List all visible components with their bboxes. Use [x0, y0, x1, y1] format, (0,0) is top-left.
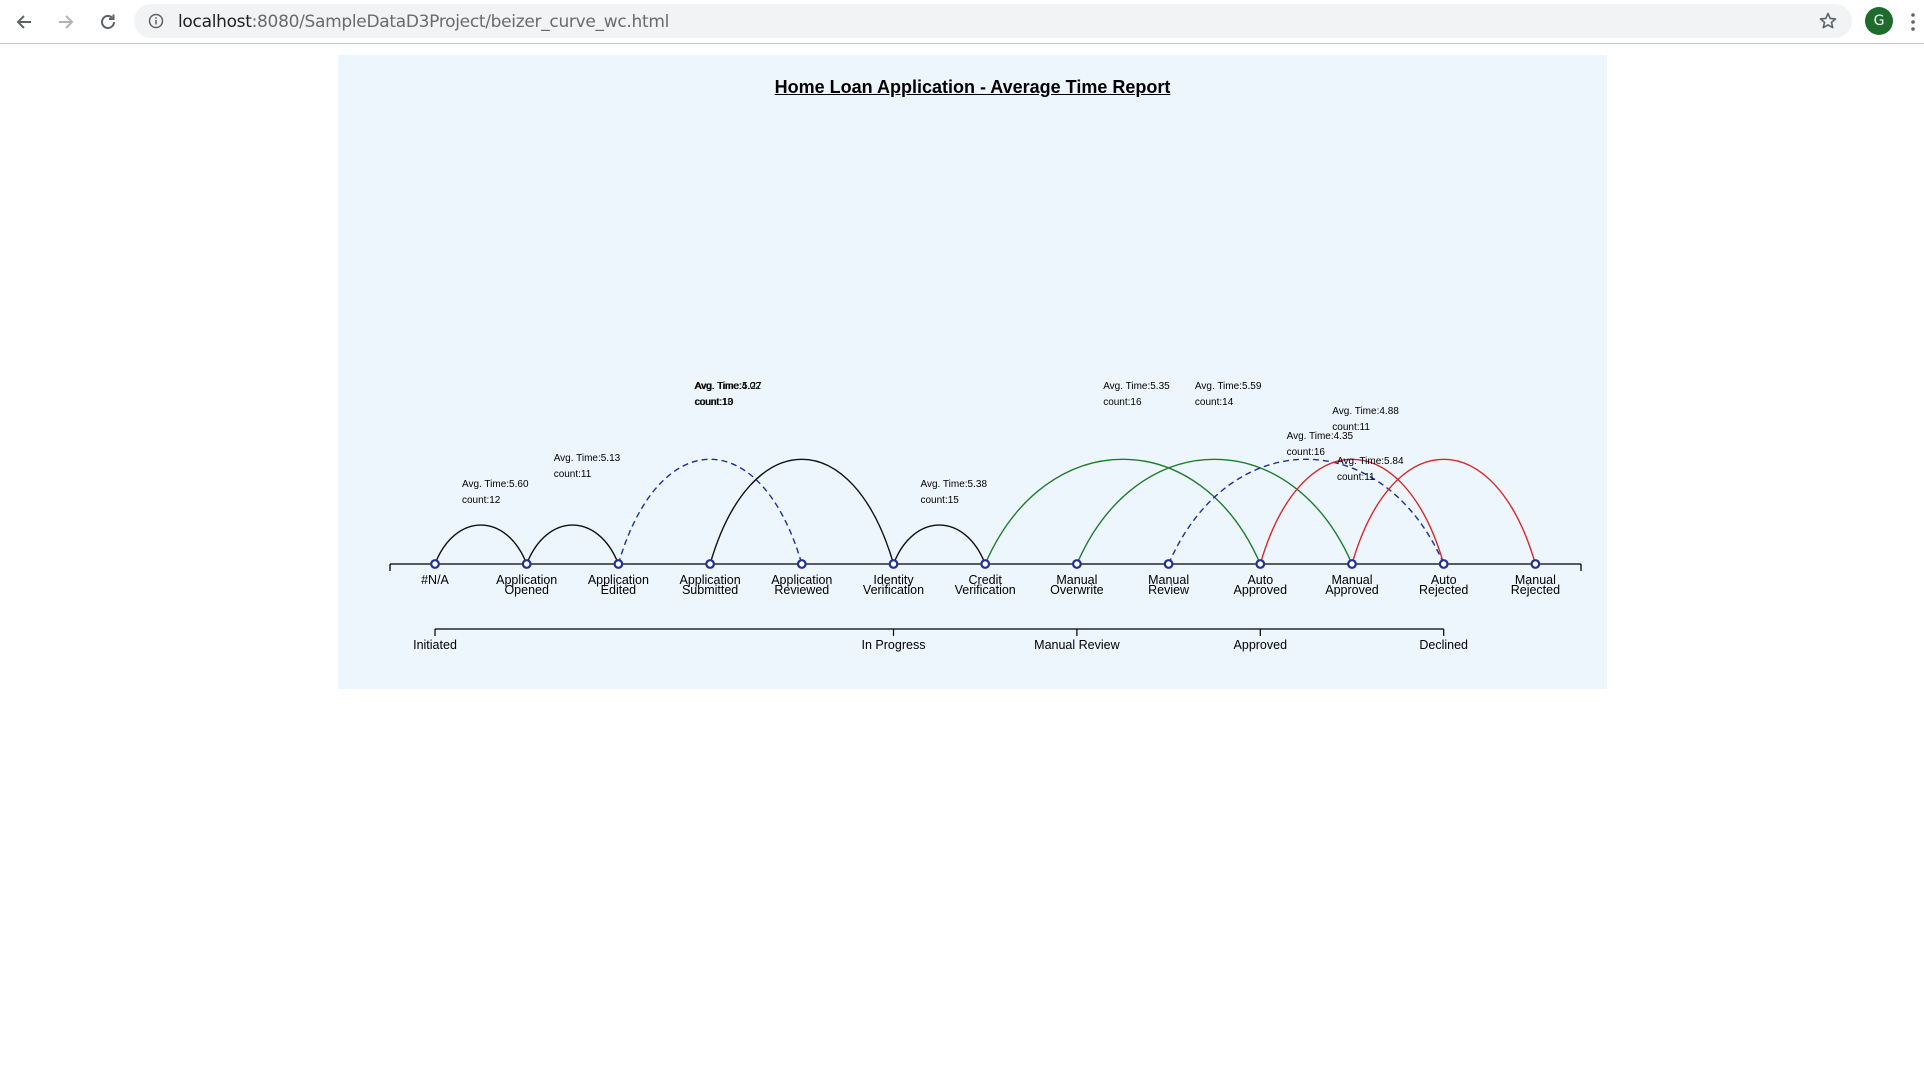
arrow-left-icon — [16, 15, 31, 29]
node-label: Application — [588, 573, 649, 587]
arc-link — [1259, 458, 1445, 565]
node-label: Review — [1148, 583, 1190, 597]
info-icon[interactable] — [148, 13, 164, 29]
group-label: Initiated — [413, 638, 457, 652]
node-label: Manual — [1148, 573, 1189, 587]
node-marker — [1163, 559, 1174, 569]
arc-link — [617, 458, 803, 565]
arc-link — [1167, 458, 1445, 565]
arrow-right-icon — [59, 15, 74, 29]
node-label: Manual — [1332, 573, 1373, 587]
arc-link — [1076, 458, 1353, 565]
node-marker — [521, 559, 532, 569]
node-marker — [888, 559, 899, 569]
node-marker — [613, 559, 624, 569]
node-label: Application — [771, 573, 832, 587]
node-marker — [1072, 559, 1082, 569]
address-bar[interactable]: localhost:8080/SampleDataD3Project/beize… — [134, 4, 1852, 38]
arc-count-label: count:11 — [1332, 422, 1370, 433]
arc-link — [1351, 458, 1537, 565]
back-button[interactable] — [10, 8, 38, 36]
arc-count-label: count:14 — [1195, 397, 1234, 408]
arc-count-label: count:12 — [462, 495, 501, 506]
node-label: Rejected — [1511, 583, 1560, 597]
arc-count-label: count:16 — [1103, 397, 1142, 408]
arc-count-label: count:11 — [1337, 472, 1375, 483]
node-marker — [430, 559, 440, 569]
node-marker — [980, 559, 991, 569]
url-text[interactable]: localhost:8080/SampleDataD3Project/beize… — [178, 12, 669, 32]
reload-icon — [101, 14, 115, 29]
node-label: Credit — [969, 573, 1003, 587]
url-path: :8080/SampleDataD3Project/beizer_curve_w… — [251, 12, 670, 32]
arc-avg-time-label: Avg. Time:5.84 — [1337, 456, 1404, 467]
node-label: Submitted — [682, 583, 738, 597]
forward-button[interactable] — [52, 8, 80, 36]
node-label: Approved — [1325, 583, 1379, 597]
node-marker — [1255, 559, 1266, 569]
node-label: Verification — [955, 583, 1016, 597]
node-label: Auto — [1247, 573, 1273, 587]
node-label: Identity — [873, 573, 914, 587]
arc-count-label: count:11 — [554, 469, 592, 480]
node-label: Auto — [1431, 573, 1457, 587]
star-icon[interactable] — [1818, 11, 1838, 31]
chart-title: Home Loan Application - Average Time Rep… — [774, 77, 1171, 97]
arc-avg-time-label: Avg. Time:4.88 — [1332, 406, 1399, 417]
arc-avg-time-label: Avg. Time:5.35 — [1103, 381, 1170, 392]
arc-avg-time-label: Avg. Time:5.13 — [554, 453, 621, 464]
arc-link — [984, 458, 1261, 565]
node-label: Overwrite — [1050, 583, 1104, 597]
arc-avg-time-label: Avg. Time:5.38 — [921, 479, 988, 490]
arc-avg-time-label: Avg. Time:5.60 — [462, 479, 529, 490]
node-label: #N/A — [421, 573, 449, 587]
arc-link — [434, 524, 528, 565]
chart-panel: Home Loan Application - Average Time Rep… — [338, 55, 1607, 689]
group-label: Approved — [1234, 638, 1288, 652]
browser-toolbar: localhost:8080/SampleDataD3Project/beize… — [0, 0, 1924, 44]
url-host: localhost — [178, 12, 252, 32]
node-marker — [705, 559, 716, 569]
node-label: Manual — [1515, 573, 1556, 587]
reload-button[interactable] — [94, 8, 122, 36]
group-label: Declined — [1419, 638, 1468, 652]
node-label: Manual — [1056, 573, 1097, 587]
arc-count-label: count:16 — [1287, 447, 1326, 458]
group-label: Manual Review — [1034, 638, 1120, 652]
arc-link — [892, 524, 986, 565]
arc-avg-time-label: Avg. Time:4.02 — [694, 381, 761, 392]
node-marker — [1438, 559, 1449, 569]
kebab-menu-icon[interactable] — [1910, 11, 1916, 33]
node-label: Approved — [1234, 583, 1288, 597]
node-marker — [796, 559, 807, 569]
arc-link — [709, 458, 895, 565]
arc-avg-time-label: Avg. Time:5.27 — [695, 381, 762, 392]
arc-avg-time-label: Avg. Time:4.35 — [1287, 431, 1354, 442]
arc-link — [526, 524, 620, 565]
profile-avatar[interactable]: G — [1865, 7, 1893, 35]
node-label: Verification — [863, 583, 924, 597]
arc-diagram: Avg. Time:5.60 count:12 Avg. Time:5.13 coun… — [389, 381, 1582, 652]
arc-count-label: count:10 — [695, 397, 734, 408]
node-label: Application — [680, 573, 741, 587]
node-marker — [1347, 559, 1357, 569]
node-label: Reviewed — [774, 583, 829, 597]
group-label: In Progress — [862, 638, 926, 652]
node-label: Application — [496, 573, 557, 587]
node-label: Rejected — [1419, 583, 1468, 597]
node-label: Edited — [601, 583, 636, 597]
node-marker — [1530, 559, 1541, 569]
arc-avg-time-label: Avg. Time:5.59 — [1195, 381, 1262, 392]
arc-count-label: count:15 — [921, 495, 960, 506]
node-label: Opened — [504, 583, 549, 597]
arc-count-label: count:13 — [694, 397, 733, 408]
